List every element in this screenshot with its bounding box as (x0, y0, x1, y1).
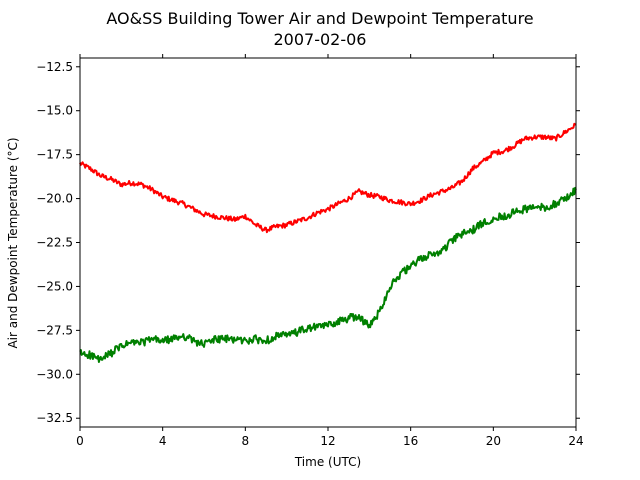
x-tick-label: 0 (76, 434, 84, 448)
x-tick-label: 12 (320, 434, 335, 448)
y-tick-label: −25.0 (36, 279, 73, 293)
x-tick-label: 24 (568, 434, 583, 448)
y-tick-label: −30.0 (36, 367, 73, 381)
y-tick-label: −22.5 (36, 236, 73, 250)
series-line-1 (79, 122, 577, 234)
y-axis-label: Air and Dewpoint Temperature (°C) (6, 137, 20, 348)
y-tick-label: −27.5 (36, 323, 73, 337)
chart-subtitle: 2007-02-06 (274, 30, 367, 49)
y-tick-label: −32.5 (36, 411, 73, 425)
y-axis: −32.5 −30.0 −27.5 −25.0 −22.5 −20.0 −17.5 −15.0… (36, 60, 580, 425)
x-axis: 0 4 8 12 16 20 24 (76, 54, 584, 448)
x-tick-label: 20 (486, 434, 501, 448)
series-line-2 (79, 186, 577, 363)
plot-frame (79, 57, 577, 428)
x-tick-label: 4 (159, 434, 167, 448)
x-axis-label: Time (UTC) (294, 455, 361, 469)
y-tick-label: −17.5 (36, 148, 73, 162)
y-tick-label: −12.5 (36, 60, 73, 74)
y-tick-label: −15.0 (36, 104, 73, 118)
y-tick-label: −20.0 (36, 192, 73, 206)
chart-title: AO&SS Building Tower Air and Dewpoint Te… (106, 9, 533, 28)
series-layer (79, 122, 577, 363)
x-tick-label: 8 (242, 434, 250, 448)
x-tick-label: 16 (403, 434, 418, 448)
